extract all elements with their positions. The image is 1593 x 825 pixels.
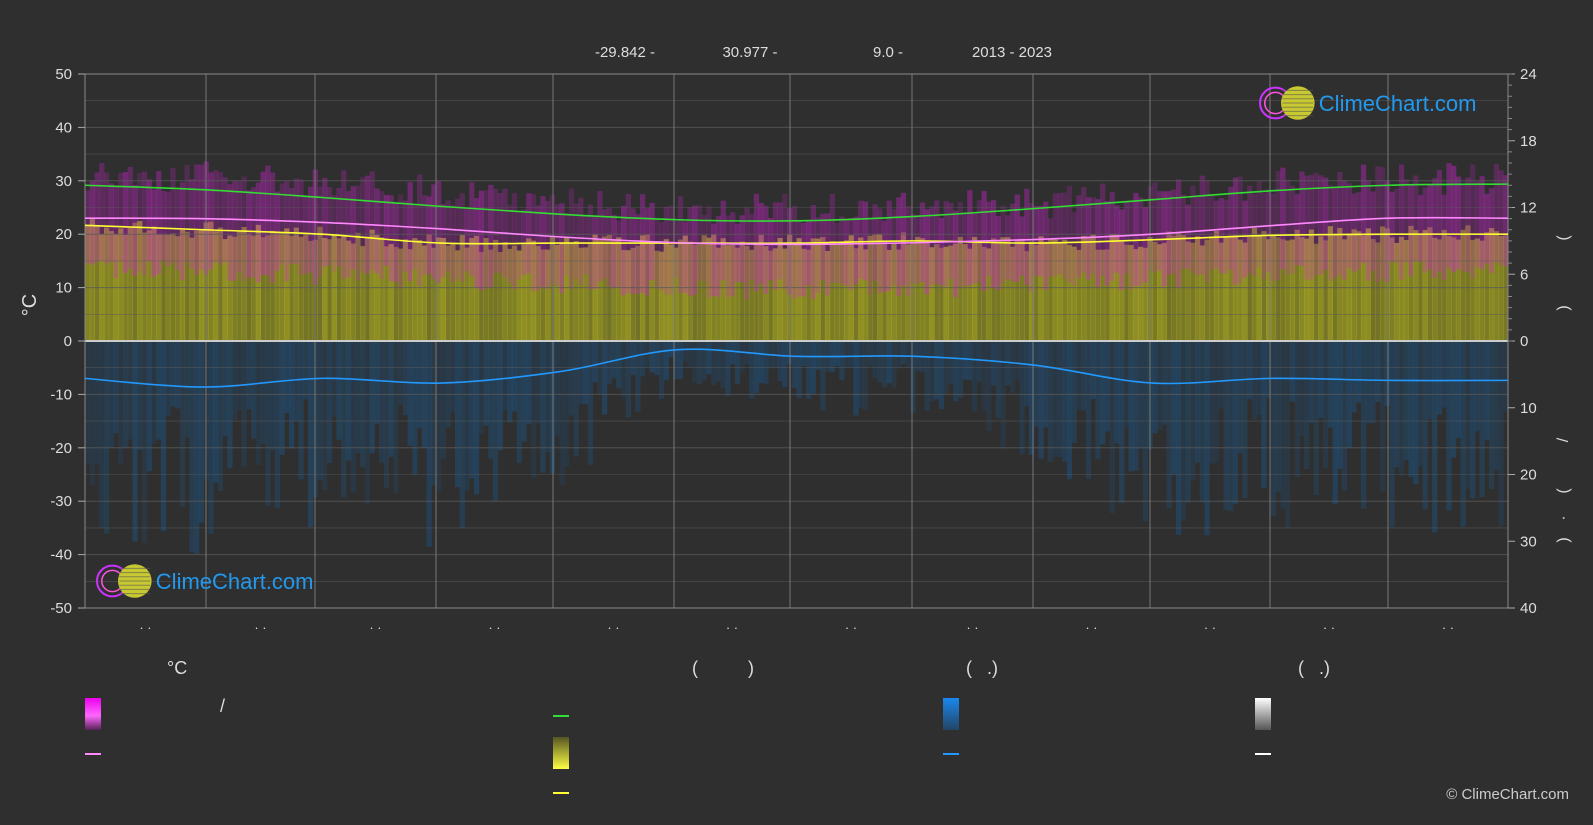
logo-bottom-left: ClimeChart.com [96, 564, 314, 598]
x-tick-label: · · [1323, 620, 1335, 635]
logo-top-right: ClimeChart.com [1259, 86, 1477, 120]
sunshine-range-swatch [553, 737, 569, 769]
right-axis-label-glyph: / [1555, 437, 1572, 442]
x-tick-label: · · [726, 620, 738, 635]
right-top-tick-label: 12 [1520, 200, 1537, 217]
right-axis-label-glyph: ( [1555, 235, 1572, 241]
series-lines [84, 183, 1509, 388]
x-tick-label: · · [845, 620, 857, 635]
x-tick-label: · · [254, 620, 266, 635]
logo-text: ClimeChart.com [156, 569, 314, 594]
snow-mean-swatch [1255, 753, 1271, 755]
right-bottom-tick-label: 40 [1520, 600, 1537, 617]
logo-text: ClimeChart.com [1319, 91, 1477, 116]
left-tick-label: -10 [50, 386, 72, 403]
daylight-swatch [553, 715, 569, 717]
copyright: © ClimeChart.com [1446, 786, 1569, 803]
grid [84, 73, 1509, 609]
left-tick-label: 30 [55, 173, 72, 190]
right-axis-label-glyph: ) [1555, 305, 1572, 310]
right-bottom-tick-label: 30 [1520, 533, 1537, 550]
right-axis-label-glyph: · [1555, 515, 1572, 520]
right-top-tick-label: 18 [1520, 133, 1537, 150]
left-tick-label: 40 [55, 119, 72, 136]
left-tick-label: -40 [50, 547, 72, 564]
right-bottom-tick-label: 20 [1520, 467, 1537, 484]
precip-mean-line [84, 348, 1509, 388]
x-tick-label: · · [1204, 620, 1216, 635]
right-top-tick-label: 6 [1520, 266, 1528, 283]
temp-range-swatch [85, 698, 101, 730]
chart-header: -29.842 - 30.977 - 9.0 - 2013 - 2023 [595, 44, 1052, 61]
x-tick-label: · · [139, 620, 151, 635]
legend-header: ( ) [692, 658, 754, 678]
temp-mean-swatch [85, 753, 101, 755]
left-axis-label: °C [19, 294, 41, 316]
left-tick-label: 50 [55, 66, 72, 83]
right-axis-label-glyph: ) [1555, 537, 1572, 542]
left-tick-label: -30 [50, 493, 72, 510]
axes: 50 40 30 20 10 0 -10 -20 -30 -40 -50 °C 24 18 12 6 0 10 20… [19, 66, 1572, 635]
right-top-tick-label: 24 [1520, 66, 1537, 83]
precip-mean-swatch [943, 753, 959, 755]
x-tick-label: · · [607, 620, 619, 635]
left-tick-label: 10 [55, 280, 72, 297]
x-tick-label: · · [488, 620, 500, 635]
header-text: 9.0 - [873, 44, 903, 61]
precip-range-swatch [943, 698, 959, 730]
header-text: 2013 - 2023 [972, 44, 1052, 61]
legend-header: ( .) [1298, 658, 1330, 678]
left-tick-label: 20 [55, 226, 72, 243]
x-tick-label: · · [1442, 620, 1454, 635]
legend-header: °C [167, 658, 188, 678]
legend-text: / [220, 696, 226, 716]
right-bottom-tick-label: 10 [1520, 400, 1537, 417]
left-tick-label: -50 [50, 600, 72, 617]
header-text: -29.842 - [595, 44, 655, 61]
snow-range-swatch [1255, 698, 1271, 730]
left-tick-label: -20 [50, 440, 72, 457]
legend-header: ( .) [966, 658, 998, 678]
x-tick-label: · · [1085, 620, 1097, 635]
sunshine-mean-swatch [553, 792, 569, 794]
header-text: 30.977 - [722, 44, 777, 61]
right-top-tick-label: 0 [1520, 333, 1528, 350]
x-tick-label: · · [369, 620, 381, 635]
x-tick-label: · · [966, 620, 978, 635]
logos: ClimeChart.com ClimeChart.com [96, 86, 1477, 598]
right-axis-label-glyph: ( [1555, 488, 1572, 494]
left-tick-label: 0 [64, 333, 72, 350]
